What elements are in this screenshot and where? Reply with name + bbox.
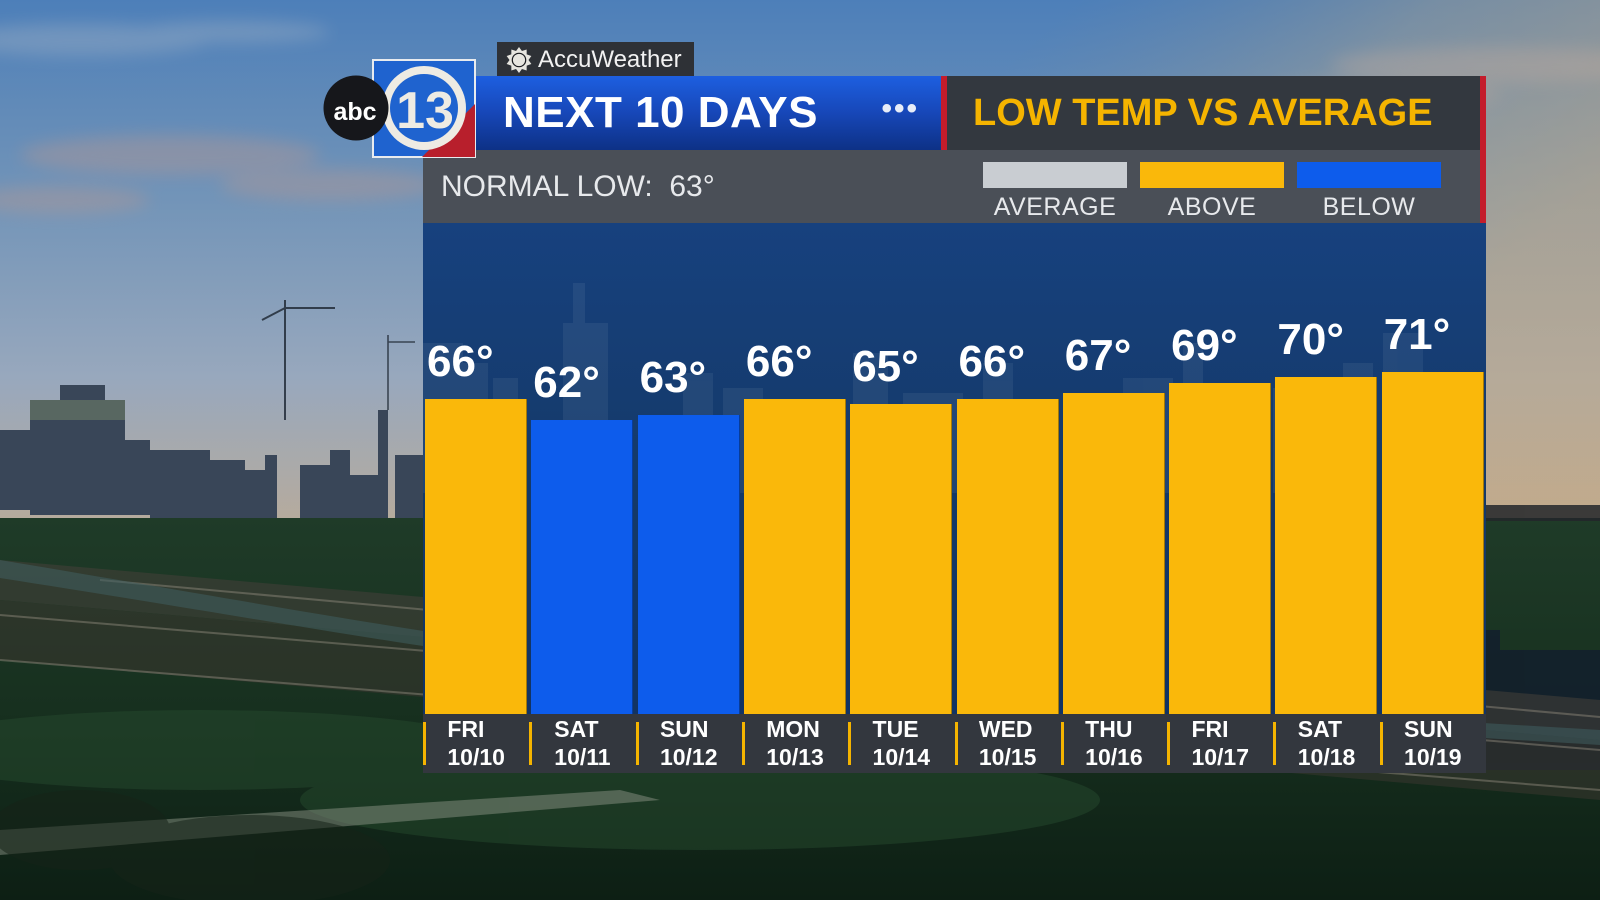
svg-text:abc: abc xyxy=(333,98,376,126)
svg-text:13: 13 xyxy=(396,82,454,140)
